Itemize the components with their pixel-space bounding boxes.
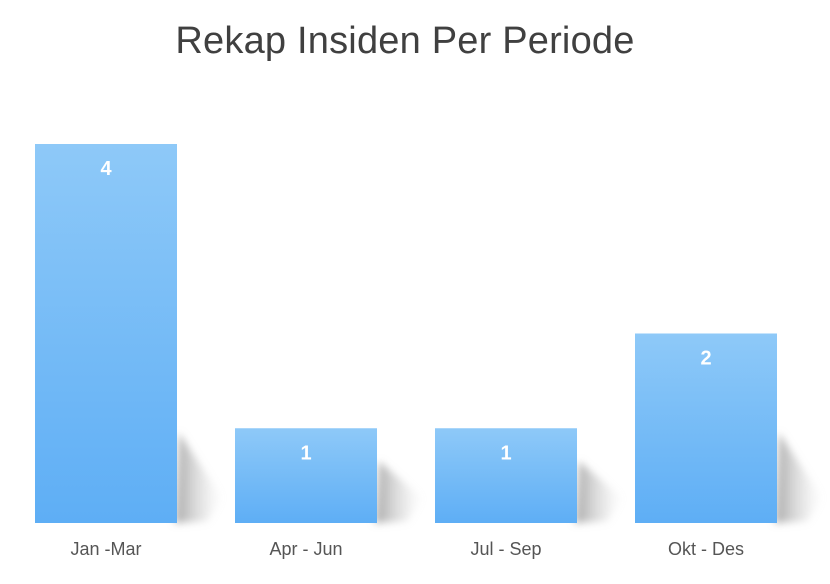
bar-3 bbox=[435, 428, 577, 523]
chart-title: Rekap Insiden Per Periode bbox=[175, 20, 635, 62]
bar-shadow bbox=[175, 433, 222, 523]
data-label-2: 1 bbox=[300, 442, 311, 464]
x-tick-label-1: Jan -Mar bbox=[70, 539, 141, 559]
bar-1 bbox=[35, 144, 177, 523]
x-tick-label-2: Apr - Jun bbox=[269, 539, 342, 559]
x-axis-tick-labels: Jan -Mar Apr - Jun Jul - Sep Okt - Des bbox=[70, 539, 744, 559]
bars bbox=[35, 144, 777, 523]
bar-shadow bbox=[575, 461, 622, 523]
bar-shadows bbox=[175, 433, 822, 523]
bar-shadow bbox=[375, 461, 422, 523]
data-label-1: 4 bbox=[100, 158, 112, 180]
bar-2 bbox=[235, 428, 377, 523]
x-tick-label-4: Okt - Des bbox=[668, 539, 744, 559]
bar-shadow bbox=[775, 433, 822, 523]
data-label-3: 1 bbox=[500, 442, 511, 464]
data-labels: 4 1 1 2 bbox=[100, 158, 711, 464]
x-tick-label-3: Jul - Sep bbox=[470, 539, 541, 559]
bar-4 bbox=[635, 333, 777, 523]
data-label-4: 2 bbox=[700, 348, 711, 370]
